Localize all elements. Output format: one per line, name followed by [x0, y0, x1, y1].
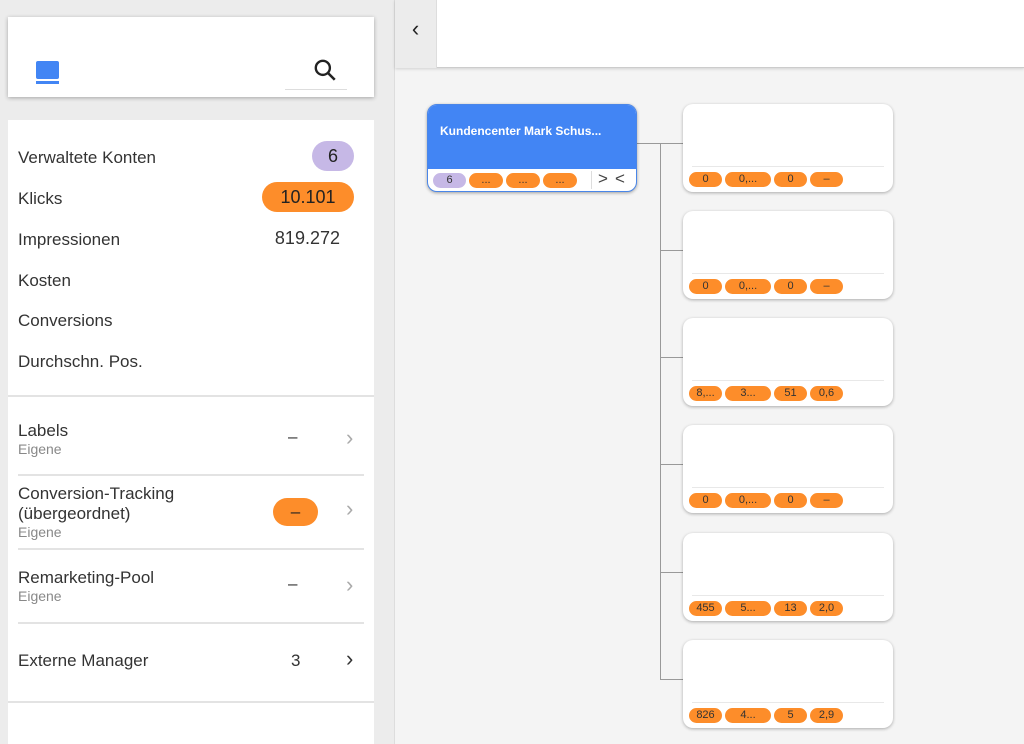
search-field[interactable]: [285, 55, 347, 90]
chevron-right-icon[interactable]: ›: [346, 572, 354, 597]
connector: [660, 143, 661, 680]
stat-badge: 10.101: [262, 182, 354, 212]
divider: [18, 474, 364, 476]
metric-pill: 8,...: [689, 386, 722, 401]
section-conversion-tracking[interactable]: Conversion-Tracking (übergeordnet) Eigene –…: [18, 484, 354, 544]
metric-pill: 0: [774, 279, 807, 294]
metric-pill: 455: [689, 601, 722, 616]
section-sub: Eigene: [18, 524, 62, 540]
section-labels[interactable]: Labels Eigene – ›: [18, 421, 354, 461]
connector: [660, 143, 683, 144]
connector: [637, 143, 660, 144]
section-badge: –: [273, 498, 318, 526]
metric-pill: 0: [689, 279, 722, 294]
metric-pill: 51: [774, 386, 807, 401]
child-account-card[interactable]: 826 4... 5 2,9: [683, 640, 893, 728]
section-sub: Eigene: [18, 588, 62, 604]
root-account-title: Kundencenter Mark Schus...: [428, 105, 636, 169]
connector: [660, 357, 683, 358]
chevron-right-icon[interactable]: ›: [346, 646, 354, 671]
book-icon: [36, 61, 59, 84]
metric-pill: 0: [689, 172, 722, 187]
stat-avg-pos: Durchschn. Pos.: [18, 352, 354, 372]
section-title: Remarketing-Pool: [18, 568, 155, 587]
metric-pill: 5...: [725, 601, 771, 616]
stat-costs: Kosten: [18, 271, 354, 291]
metric-pill: ...: [543, 173, 577, 188]
section-external-managers[interactable]: Externe Manager 3 ›: [18, 646, 354, 675]
section-sub: Eigene: [18, 441, 62, 457]
metric-pill: 0,...: [725, 172, 771, 187]
metric-pill: ...: [469, 173, 503, 188]
section-value: –: [288, 427, 298, 446]
stat-label: Impressionen: [18, 230, 121, 249]
stat-impressions: Impressionen 819.272: [18, 228, 354, 250]
stat-value: 819.272: [274, 228, 340, 248]
section-title: Conversion-Tracking: [18, 484, 175, 503]
divider: [8, 701, 374, 703]
connector: [660, 572, 683, 573]
chevron-right-icon[interactable]: ›: [346, 425, 354, 450]
connector: [660, 250, 683, 251]
collapse-icon[interactable]: <: [615, 169, 625, 188]
metric-pill: 0: [774, 172, 807, 187]
divider: [18, 622, 364, 624]
metric-pill: 0,...: [725, 279, 771, 294]
stat-label: Conversions: [18, 311, 113, 330]
metric-pill: ...: [506, 173, 540, 188]
connector: [660, 464, 683, 465]
metric-pill: –: [810, 172, 843, 187]
collapse-sidebar-button[interactable]: ‹: [395, 0, 437, 68]
metric-pill: 2,9: [810, 708, 843, 723]
metric-pill: 5: [774, 708, 807, 723]
stat-label: Verwaltete Konten: [18, 148, 156, 167]
metric-pill: 3...: [725, 386, 771, 401]
metric-pill: 0: [774, 493, 807, 508]
divider: [8, 395, 374, 397]
metric-pill: 0: [689, 493, 722, 508]
metric-pill: 4...: [725, 708, 771, 723]
stat-label: Kosten: [18, 271, 71, 290]
metric-pill: 13: [774, 601, 807, 616]
sidebar: Verwaltete Konten 6 Klicks 10.101 Impressi…: [0, 0, 395, 744]
stat-badge: 6: [312, 141, 354, 171]
section-title: Labels: [18, 421, 69, 440]
metric-pill: –: [810, 493, 843, 508]
section-title: Externe Manager: [18, 651, 149, 670]
stat-label: Durchschn. Pos.: [18, 352, 143, 371]
metric-pill: 2,0: [810, 601, 843, 616]
divider: [18, 548, 364, 550]
stat-clicks: Klicks 10.101: [18, 182, 354, 212]
section-title-2: (übergeordnet): [18, 504, 131, 523]
top-bar: ‹: [395, 0, 1024, 68]
expand-icon[interactable]: >: [598, 169, 608, 188]
section-value: –: [288, 574, 298, 593]
child-account-card[interactable]: 0 0,... 0–: [683, 104, 893, 192]
stat-conversions: Conversions: [18, 311, 354, 331]
section-remarketing-pool[interactable]: Remarketing-Pool Eigene – ›: [18, 568, 354, 608]
chevron-right-icon[interactable]: ›: [346, 496, 354, 521]
metric-pill: 0,6: [810, 386, 843, 401]
chevron-left-icon: ‹: [411, 16, 420, 41]
search-icon[interactable]: [312, 57, 338, 83]
root-account-card[interactable]: Kundencenter Mark Schus... 6 ... ... ...…: [427, 104, 637, 192]
child-account-card[interactable]: 8,... 3... 51 0,6: [683, 318, 893, 406]
account-header-card: [8, 17, 374, 97]
accounts-pill: 6: [433, 173, 466, 188]
stats-panel: Verwaltete Konten 6 Klicks 10.101 Impressi…: [8, 120, 374, 744]
child-account-card[interactable]: 455 5... 13 2,0: [683, 533, 893, 621]
metric-pill: 826: [689, 708, 722, 723]
metric-pill: –: [810, 279, 843, 294]
connector: [660, 679, 683, 680]
stat-label: Klicks: [18, 189, 63, 208]
child-account-card[interactable]: 0 0,... 0–: [683, 211, 893, 299]
section-value: 3: [291, 651, 301, 670]
stat-managed-accounts: Verwaltete Konten 6: [18, 141, 354, 171]
child-account-card[interactable]: 0 0,... 0–: [683, 425, 893, 513]
metric-pill: 0,...: [725, 493, 771, 508]
